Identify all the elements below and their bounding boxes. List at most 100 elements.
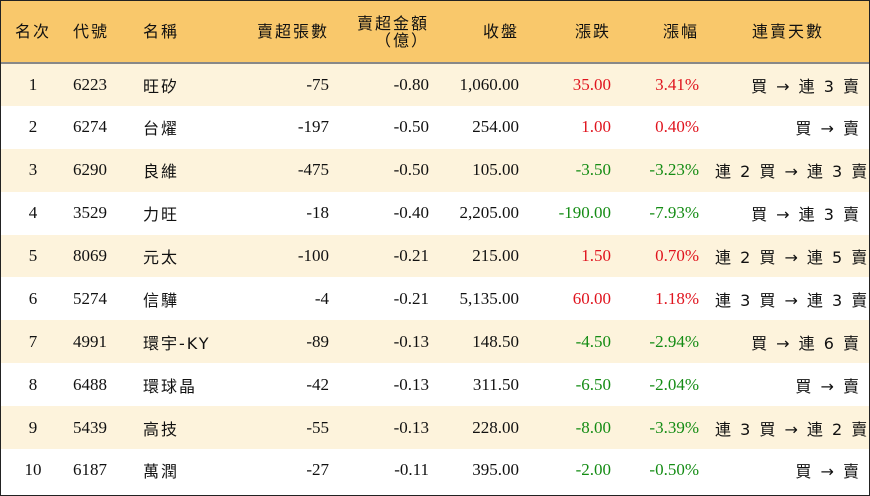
cell-sell-shares: -100 [297,246,329,265]
cell-code: 6187 [73,460,107,480]
cell-name: 台燿 [143,119,180,139]
header-sell-amount: 賣超金額 （億） [356,13,429,50]
cell-code: 5274 [73,288,107,308]
table-row: 2 6274 台燿 -197 -0.50 254.00 1.00 0.40% 買 → 賣 [1,105,869,149]
cell-code: 6488 [73,374,107,394]
cell-sell-streak: 買 → 連 3 賣 [751,205,861,225]
table-row: 5 8069 元太 -100 -0.21 215.00 1.50 0.70% 連 2 買 → 連… [1,234,869,278]
table-row: 9 5439 高技 -55 -0.13 228.00 -8.00 -3.39% 連 3 買 → … [1,406,869,450]
table-body: 1 6223 旺矽 -75 -0.80 1,060.00 35.00 3.41% 買 → 連 3… [1,62,870,492]
cell-change: -4.50 [575,331,611,351]
header-change: 漲跌 [574,22,611,41]
cell-pct-change: 1.18% [655,288,699,308]
table-header-row: 名次 代號 名稱 賣超張數 賣超金額 （億） 收盤 漲跌 漲幅 連賣天數 [1,1,869,63]
cell-sell-streak: 買 → 賣 [795,462,861,482]
cell-sell-shares: -42 [306,374,329,394]
cell-code: 6223 [65,62,135,106]
cell-name: 力旺 [143,205,180,225]
cell-close: 311.50 [472,374,519,394]
header-code: 代號 [73,22,110,41]
cell-pct-change: -0.50% [649,460,699,480]
cell-sell-amount: -0.13 [393,417,429,437]
table-row: 4 3529 力旺 -18 -0.40 2,205.00 -190.00 -7.93% 買 → … [1,191,869,235]
cell-sell-shares: -27 [306,460,329,480]
cell-code: 8069 [73,246,107,265]
cell-close: 2,205.00 [459,203,520,223]
table-row: 3 6290 良維 -475 -0.50 105.00 -3.50 -3.23% 連 2 買 →… [1,148,870,192]
cell-code: 6274 [73,117,107,137]
cell-close: 395.00 [472,460,519,480]
cell-name: 良維 [143,162,180,182]
cell-pct-change: 0.70% [655,246,699,265]
cell-sell-streak: 買 → 連 3 賣 [707,62,869,106]
cell-rank: 4 [28,203,38,223]
cell-name: 信驊 [143,290,180,310]
cell-name: 旺矽 [135,62,235,106]
cell-sell-amount: -0.40 [393,203,429,223]
cell-sell-streak: 連 2 買 → 連 3 賣 [715,162,870,182]
cell-code: 5439 [73,417,107,437]
cell-name: 環球晶 [143,376,198,396]
cell-change: -6.50 [575,374,611,394]
cell-rank: 3 [28,160,38,180]
header-sell-streak: 連賣天數 [751,22,824,41]
cell-rank: 5 [28,246,38,265]
cell-close: 254.00 [472,117,519,137]
cell-change: -3.50 [575,160,611,180]
header-pct-change: 漲幅 [662,22,699,41]
cell-sell-amount: -0.21 [393,246,429,265]
cell-name: 元太 [143,248,180,267]
cell-sell-shares: -89 [306,331,329,351]
table-row: 8 6488 環球晶 -42 -0.13 311.50 -6.50 -2.04% 買 → 賣 [1,363,869,407]
cell-pct-change: -3.23% [649,160,699,180]
cell-code: 4991 [73,331,107,351]
cell-close: 105.00 [472,160,519,180]
cell-sell-streak: 買 → 賣 [795,119,861,139]
cell-pct-change: -2.04% [649,374,699,394]
cell-pct-change: 0.40% [655,117,699,137]
cell-close: 148.50 [472,331,519,351]
cell-sell-amount: -0.50 [393,117,429,137]
cell-rank: 9 [28,417,38,437]
cell-sell-shares: -55 [306,417,329,437]
cell-sell-streak: 買 → 連 6 賣 [751,333,861,353]
cell-code: 6290 [73,160,107,180]
cell-rank: 10 [24,460,42,480]
cell-rank: 8 [28,374,38,394]
cell-code: 3529 [73,203,107,223]
cell-close: 215.00 [472,246,519,265]
cell-sell-shares: -4 [314,288,329,308]
table-row: 7 4991 環宇-KY -89 -0.13 148.50 -4.50 -2.94% 買 → 連… [1,320,869,364]
cell-close: 1,060.00 [437,62,527,106]
cell-sell-amount: -0.80 [337,62,437,106]
table-row: 10 6187 萬潤 -27 -0.11 395.00 -2.00 -0.50% 買 → 賣 [1,449,869,492]
cell-rank: 1 [1,62,65,106]
cell-sell-shares: -18 [306,203,329,223]
cell-change: -2.00 [575,460,611,480]
cell-sell-streak: 買 → 賣 [795,376,861,396]
cell-pct-change: -2.94% [649,331,699,351]
cell-pct-change: -3.39% [649,417,699,437]
header-sell-shares: 賣超張數 [256,22,329,41]
cell-sell-amount: -0.50 [393,160,429,180]
table-row: 6 5274 信驊 -4 -0.21 5,135.00 60.00 1.18% 連 3 買 → … [1,277,870,321]
table-row: 1 6223 旺矽 -75 -0.80 1,060.00 35.00 3.41% 買 → 連 3… [1,62,869,106]
cell-change: 1.00 [581,117,611,137]
cell-sell-amount: -0.21 [393,288,429,308]
cell-sell-shares: -197 [297,117,329,137]
header-close: 收盤 [482,22,519,41]
cell-pct-change: 3.41% [619,62,707,106]
cell-close: 5,135.00 [459,288,520,308]
cell-name: 環宇-KY [143,333,211,353]
cell-sell-shares: -475 [297,160,329,180]
cell-sell-amount: -0.13 [393,374,429,394]
cell-name: 高技 [143,419,180,439]
cell-pct-change: -7.93% [649,203,699,223]
cell-change: 35.00 [527,62,619,106]
header-rank: 名次 [14,22,51,41]
cell-sell-shares: -75 [235,62,337,106]
cell-change: 60.00 [572,288,611,308]
cell-sell-streak: 連 3 買 → 連 3 賣 [715,290,870,310]
